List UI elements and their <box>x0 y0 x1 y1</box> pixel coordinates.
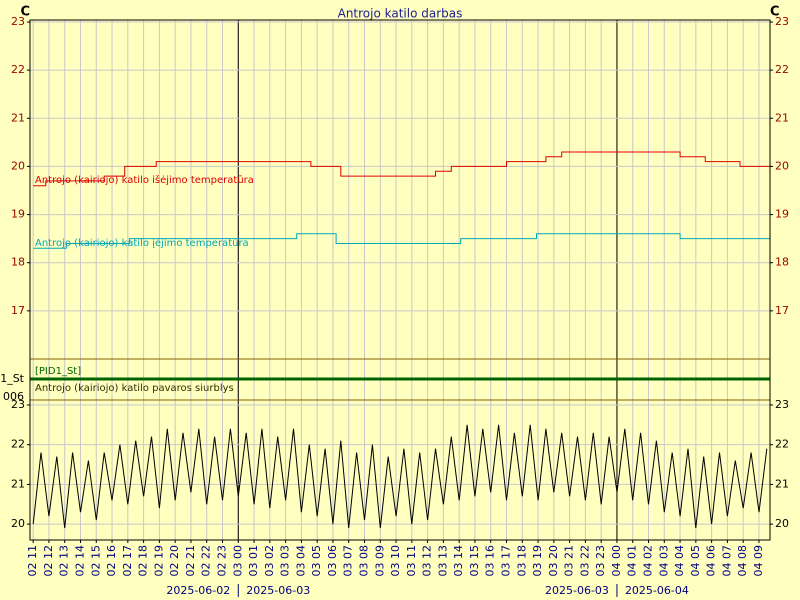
y-tick-label: 17 <box>11 304 25 317</box>
y-tick-label: 20 <box>775 159 789 172</box>
y-tick-label: 23 <box>11 15 25 28</box>
date-label: 2025-06-02 <box>166 584 230 597</box>
y-tick-label: 18 <box>775 256 789 269</box>
x-tick-label: 03 18 <box>515 545 528 577</box>
x-tick-label: 02 19 <box>152 545 165 577</box>
x-tick-label: 02 15 <box>89 545 102 577</box>
y-tick-label: 17 <box>775 304 789 317</box>
series-label: Antrojo (kairiojo) katilo išėjimo temper… <box>35 174 254 186</box>
x-tick-label: 02 22 <box>200 545 213 577</box>
x-tick-label: 03 03 <box>279 545 292 577</box>
series-label: Antrojo (kairiojo) katilo įėjimo tempera… <box>35 238 249 249</box>
y-tick-label: 23 <box>775 398 789 411</box>
x-tick-label: 04 05 <box>689 545 702 577</box>
unit-left: C <box>20 5 30 20</box>
x-tick-label: 04 00 <box>610 545 623 577</box>
tick-label: 006 <box>3 390 24 403</box>
y-tick-label: 21 <box>775 477 789 490</box>
x-tick-label: 04 04 <box>673 545 686 577</box>
y-tick-label: 22 <box>11 63 25 76</box>
x-tick-label: 02 14 <box>73 545 86 577</box>
series-line <box>33 233 770 249</box>
x-tick-label: 02 20 <box>168 545 181 577</box>
x-tick-label: 02 11 <box>26 545 39 577</box>
y-tick-label: 22 <box>775 438 789 451</box>
x-tick-label: 03 05 <box>310 545 323 577</box>
series-line <box>32 424 768 529</box>
x-tick-label: 03 19 <box>531 545 544 577</box>
date-label: 2025-06-03 <box>545 584 609 597</box>
x-tick-label: 02 13 <box>58 545 71 577</box>
date-label: 2025-06-04 <box>625 584 689 597</box>
axis-label: 01_St <box>0 372 25 385</box>
x-tick-label: 04 09 <box>752 545 765 577</box>
x-tick-label: 04 03 <box>657 545 670 577</box>
x-tick-label: 03 10 <box>389 545 402 577</box>
y-tick-label: 21 <box>775 111 789 124</box>
x-tick-label: 02 12 <box>42 545 55 577</box>
y-tick-label: 19 <box>775 208 789 221</box>
x-tick-label: 02 23 <box>215 545 228 577</box>
y-tick-label: 18 <box>11 256 25 269</box>
x-tick-label: 04 06 <box>705 545 718 577</box>
y-tick-label: 22 <box>11 438 25 451</box>
series-label: Antrojo (kairiojo) katilo pavaros siurbl… <box>35 383 234 394</box>
x-tick-label: 03 06 <box>326 545 339 577</box>
series-label: [PID1_St] <box>35 366 81 377</box>
y-tick-label: 21 <box>11 477 25 490</box>
x-tick-label: 03 15 <box>468 545 481 577</box>
x-tick-label: 03 02 <box>263 545 276 577</box>
series-line <box>33 151 770 187</box>
x-tick-label: 03 14 <box>452 545 465 577</box>
x-tick-label: 02 16 <box>105 545 118 577</box>
x-tick-label: 04 08 <box>736 545 749 577</box>
x-tick-label: 03 20 <box>547 545 560 577</box>
x-tick-label: 03 17 <box>500 545 513 577</box>
x-tick-label: 03 04 <box>294 545 307 577</box>
x-tick-label: 03 22 <box>578 545 591 577</box>
x-tick-label: 03 23 <box>594 545 607 577</box>
x-tick-label: 02 17 <box>121 545 134 577</box>
y-tick-label: 19 <box>11 208 25 221</box>
x-tick-label: 03 08 <box>357 545 370 577</box>
x-tick-label: 04 07 <box>720 545 733 577</box>
x-tick-label: 03 01 <box>247 545 260 577</box>
y-tick-label: 20 <box>775 517 789 530</box>
x-tick-label: 03 21 <box>563 545 576 577</box>
y-tick-label: 21 <box>11 111 25 124</box>
y-tick-label: 23 <box>11 398 25 411</box>
x-tick-label: 02 21 <box>184 545 197 577</box>
x-tick-label: 04 02 <box>642 545 655 577</box>
y-tick-label: 23 <box>775 15 789 28</box>
date-label: 2025-06-03 <box>246 584 310 597</box>
x-tick-label: 03 16 <box>484 545 497 577</box>
x-tick-label: 03 11 <box>405 545 418 577</box>
x-tick-label: 03 12 <box>421 545 434 577</box>
x-tick-label: 03 00 <box>231 545 244 577</box>
y-tick-label: 20 <box>11 517 25 530</box>
x-tick-label: 03 09 <box>373 545 386 577</box>
unit-right: C <box>770 5 780 20</box>
y-tick-label: 20 <box>11 159 25 172</box>
y-tick-label: 22 <box>775 63 789 76</box>
x-tick-label: 02 18 <box>137 545 150 577</box>
x-tick-label: 03 13 <box>436 545 449 577</box>
x-tick-label: 03 07 <box>342 545 355 577</box>
x-tick-label: 04 01 <box>626 545 639 577</box>
plot-frame <box>29 19 771 541</box>
chart-title: Antrojo katilo darbas <box>338 7 463 21</box>
